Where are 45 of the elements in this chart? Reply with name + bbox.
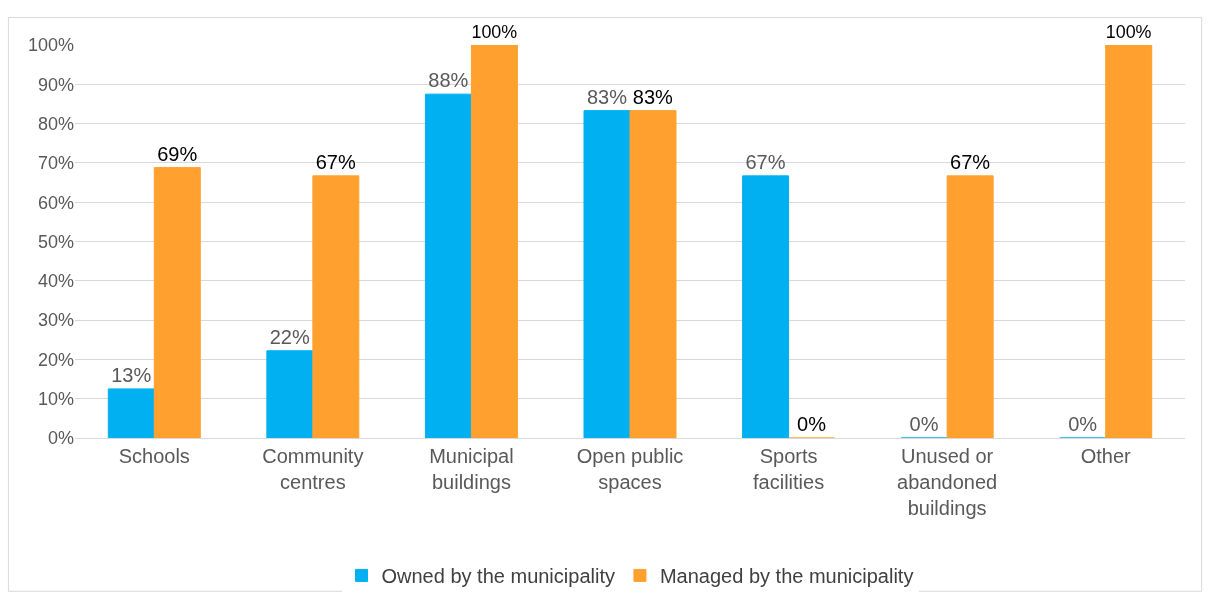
data-label: 67% (315, 150, 356, 173)
x-tick-label: Municipal buildings (429, 445, 514, 493)
bar (1105, 45, 1153, 438)
x-tick-label: Schools (118, 445, 190, 467)
bar (107, 388, 155, 438)
y-tick-label: 50% (37, 231, 74, 252)
x-tick-label: Community centres (262, 445, 364, 493)
bar (470, 45, 518, 438)
bar (583, 110, 631, 438)
data-label: 22% (269, 325, 310, 348)
data-label: 83% (586, 85, 628, 108)
x-tick-label: Open public spaces (576, 445, 684, 493)
bar (424, 93, 472, 438)
y-tick-label: 10% (37, 389, 74, 409)
x-tick-label: Other (1080, 445, 1132, 467)
data-label: 13% (111, 363, 152, 386)
y-tick-label: 40% (37, 271, 74, 292)
legend-label: Owned by the municipality (381, 565, 615, 588)
y-tick-label: 20% (37, 349, 74, 370)
data-label: 83% (632, 85, 674, 108)
y-tick-label: 90% (37, 74, 74, 95)
data-label: 100% (471, 22, 518, 43)
x-tick-label: Sports facilities (753, 445, 825, 493)
y-tick-label: 70% (37, 153, 74, 174)
data-label: 0% (797, 413, 827, 435)
data-label: 88% (428, 69, 469, 92)
bar (266, 350, 314, 438)
y-tick-label: 60% (37, 192, 74, 213)
data-label: 67% (950, 150, 991, 173)
y-tick-label: 30% (37, 310, 74, 331)
data-label: 67% (745, 150, 786, 173)
data-label: 0% (909, 413, 939, 435)
legend-label: Managed by the municipality (659, 565, 914, 588)
y-tick-label: 0% (47, 428, 74, 449)
y-tick-label: 100% (27, 35, 74, 56)
bar (946, 175, 994, 438)
y-tick-label: 80% (37, 113, 74, 134)
bar (312, 175, 360, 438)
data-label: 69% (157, 142, 198, 165)
bar (153, 167, 201, 438)
x-tick-label: Unused or abandoned buildings (897, 445, 998, 519)
bar (629, 110, 677, 438)
data-label: 0% (1068, 413, 1098, 435)
bar (742, 175, 790, 438)
data-label: 100% (1105, 22, 1152, 43)
